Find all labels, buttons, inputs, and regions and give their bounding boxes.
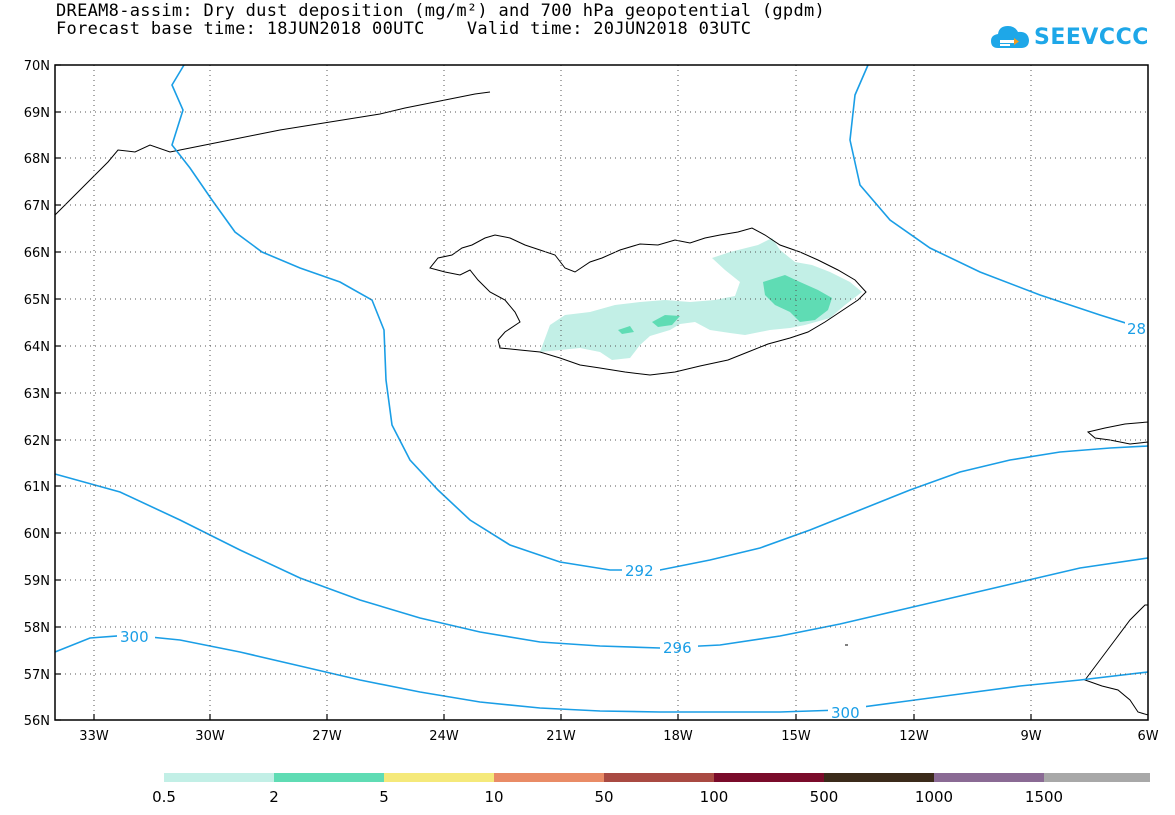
legend-label: 50 (594, 788, 613, 806)
lon-label: 9W (1020, 729, 1041, 744)
legend-label: 1500 (1025, 788, 1063, 806)
legend-swatch (824, 773, 934, 782)
contour-label: 292 (625, 562, 654, 580)
seevccc-logo: SEEVCCC (990, 18, 1149, 56)
geopotential-contours (54, 64, 1149, 713)
lon-label: 30W (195, 729, 225, 744)
lat-label: 67N (24, 199, 50, 214)
gridlines (55, 65, 1148, 720)
lat-label: 63N (24, 387, 50, 402)
lon-label: 6W (1137, 729, 1158, 744)
lat-label: 62N (24, 434, 50, 449)
legend-label: 0.5 (152, 788, 176, 806)
contour-label: 296 (663, 639, 692, 657)
logo-text: SEEVCCC (1034, 24, 1149, 50)
lat-label: 69N (24, 106, 50, 121)
contour-labels: 292 296 300 300 28 (117, 318, 1150, 722)
legend-label: 500 (810, 788, 839, 806)
lon-label: 21W (546, 729, 576, 744)
contour-label: 28 (1127, 320, 1146, 338)
lat-label: 57N (24, 668, 50, 683)
chart-title: DREAM8-assim: Dry dust deposition (mg/m²… (56, 1, 826, 21)
chart-subtitle: Forecast base time: 18JUN2018 00UTC Vali… (56, 19, 752, 39)
lat-label: 68N (24, 152, 50, 167)
lat-label: 66N (24, 246, 50, 261)
lat-label: 65N (24, 293, 50, 308)
legend-label: 1000 (915, 788, 953, 806)
legend-swatch (164, 773, 274, 782)
contour-label: 300 (831, 704, 860, 722)
lon-label: 12W (899, 729, 929, 744)
legend-swatch (714, 773, 824, 782)
lon-label: 24W (429, 729, 459, 744)
lat-label: 56N (24, 714, 50, 729)
coastlines (54, 91, 1149, 716)
legend-swatch (384, 773, 494, 782)
lon-axis: 33W 30W 27W 24W 21W 18W 15W 12W 9W 6W (79, 714, 1159, 744)
lat-label: 61N (24, 480, 50, 495)
legend-swatch (494, 773, 604, 782)
legend-label: 5 (379, 788, 389, 806)
lat-axis: 70N 69N 68N 67N 66N 65N 64N 63N 62N 61N … (24, 59, 61, 729)
lat-label: 64N (24, 340, 50, 355)
lat-label: 60N (24, 527, 50, 542)
lat-label: 58N (24, 621, 50, 636)
dust-shading (540, 238, 862, 360)
lat-label: 59N (24, 574, 50, 589)
legend-swatch (604, 773, 714, 782)
legend-label: 10 (484, 788, 503, 806)
lon-label: 33W (79, 729, 109, 744)
contour-label: 300 (120, 628, 149, 646)
legend: 0.5 2 5 10 50 100 500 1000 1500 (152, 773, 1150, 806)
cloud-logo-icon (991, 26, 1029, 48)
lon-label: 27W (312, 729, 342, 744)
legend-swatch (274, 773, 384, 782)
legend-label: 100 (700, 788, 729, 806)
lat-label: 70N (24, 59, 50, 74)
legend-swatch (1044, 773, 1150, 782)
legend-label: 2 (269, 788, 279, 806)
map-frame (54, 64, 1149, 721)
lon-label: 15W (781, 729, 811, 744)
lon-label: 18W (663, 729, 693, 744)
legend-swatch (934, 773, 1044, 782)
